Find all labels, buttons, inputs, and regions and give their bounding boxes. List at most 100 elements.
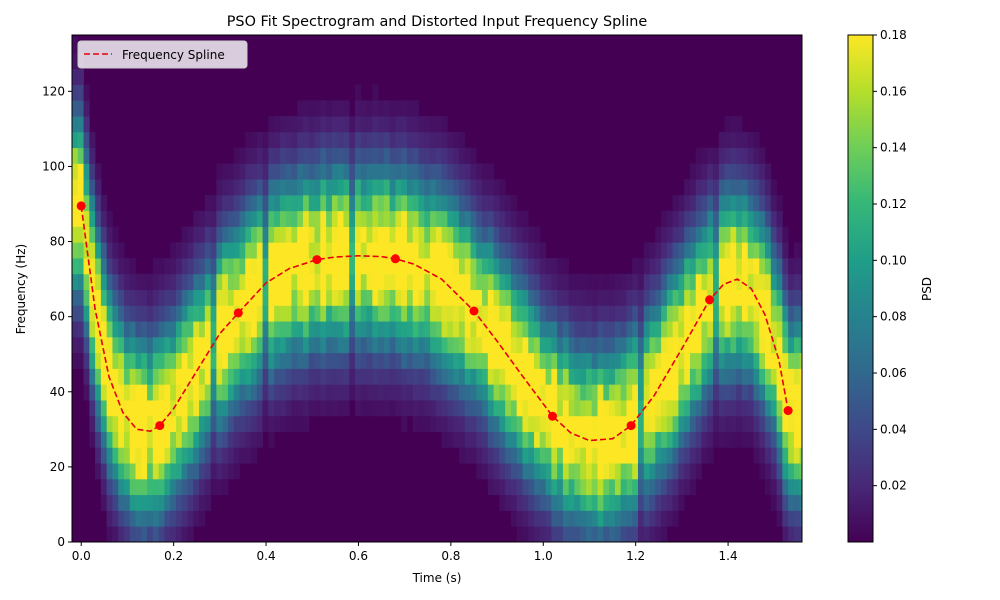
heatmap-cell: [678, 258, 685, 275]
heatmap-cell: [586, 526, 593, 542]
heatmap-cell: [470, 147, 477, 164]
heatmap-cell: [649, 400, 656, 417]
heatmap-cell: [586, 289, 593, 306]
heatmap-cell: [401, 210, 408, 227]
heatmap-cell: [499, 415, 506, 432]
heatmap-cell: [268, 179, 275, 196]
heatmap-cell: [337, 258, 344, 275]
heatmap-cell: [476, 305, 483, 322]
heatmap-cell: [303, 163, 310, 180]
heatmap-cell: [528, 273, 535, 291]
heatmap-cell: [199, 368, 206, 385]
heatmap-cell: [187, 526, 194, 542]
heatmap-cell: [701, 289, 708, 306]
heatmap-cell: [112, 273, 119, 291]
heatmap-cell: [158, 336, 165, 354]
heatmap-cell: [707, 352, 714, 369]
heatmap-cell: [464, 415, 471, 432]
heatmap-cell: [239, 321, 246, 338]
heatmap-cell: [539, 242, 546, 259]
heatmap-cell: [724, 194, 731, 212]
heatmap-cell: [753, 352, 760, 369]
heatmap-cell: [666, 226, 674, 243]
heatmap-cell: [343, 147, 350, 164]
heatmap-cell: [776, 226, 783, 243]
heatmap-cell: [239, 431, 246, 448]
heatmap-cell: [655, 242, 662, 259]
heatmap-cell: [95, 415, 102, 432]
heatmap-cell: [424, 116, 431, 133]
heatmap-cell: [458, 415, 466, 432]
heatmap-cell: [782, 510, 789, 527]
heatmap-cell: [210, 289, 217, 306]
heatmap-cell: [568, 305, 575, 322]
heatmap-cell: [759, 415, 766, 432]
heatmap-cell: [112, 368, 119, 385]
heatmap-cell: [210, 305, 217, 322]
heatmap-cell: [695, 431, 702, 448]
heatmap-cell: [487, 447, 494, 464]
heatmap-cell: [89, 289, 96, 306]
heatmap-cell: [666, 384, 674, 401]
heatmap-cell: [389, 163, 396, 180]
heatmap-cell: [499, 384, 506, 401]
heatmap-cell: [418, 273, 425, 291]
heatmap-cell: [187, 368, 194, 385]
heatmap-cell: [510, 210, 518, 227]
heatmap-cell: [378, 352, 385, 369]
heatmap-cell: [424, 163, 431, 180]
heatmap-cell: [222, 258, 229, 275]
heatmap-cell: [279, 384, 287, 401]
heatmap-cell: [193, 384, 200, 401]
heatmap-cell: [458, 431, 466, 448]
heatmap-cell: [123, 510, 131, 527]
heatmap-cell: [695, 463, 702, 480]
heatmap-cell: [372, 100, 379, 117]
heatmap-cell: [424, 415, 431, 432]
heatmap-cell: [689, 415, 697, 432]
heatmap-cell: [736, 163, 743, 180]
heatmap-cell: [326, 352, 333, 369]
heatmap-cell: [759, 289, 766, 306]
heatmap-cell: [251, 258, 258, 275]
heatmap-cell: [251, 210, 258, 227]
heatmap-cell: [135, 289, 142, 306]
heatmap-cell: [233, 179, 240, 196]
heatmap-cell: [510, 352, 518, 369]
heatmap-cell: [279, 226, 287, 243]
control-point: [783, 406, 793, 416]
heatmap-cell: [632, 368, 639, 385]
heatmap-cell: [586, 431, 593, 448]
heatmap-cell: [158, 431, 165, 448]
heatmap-cell: [152, 289, 160, 306]
heatmap-cell: [747, 163, 754, 180]
heatmap-cell: [331, 384, 339, 401]
heatmap-cell: [279, 163, 287, 180]
heatmap-cell: [123, 478, 131, 496]
heatmap-cell: [649, 305, 656, 322]
heatmap-cell: [765, 415, 772, 432]
heatmap-cell: [464, 179, 471, 196]
heatmap-cell: [793, 526, 801, 542]
heatmap-cell: [505, 368, 512, 385]
heatmap-cell: [354, 194, 362, 212]
heatmap-cell: [135, 494, 142, 511]
heatmap-cell: [435, 415, 443, 432]
heatmap-cell: [782, 526, 789, 542]
heatmap-cell: [187, 305, 194, 322]
heatmap-cell: [718, 210, 726, 227]
heatmap-cell: [701, 352, 708, 369]
heatmap-cell: [765, 163, 772, 180]
heatmap-cell: [470, 179, 477, 196]
heatmap-cell: [661, 368, 668, 385]
heatmap-cell: [77, 336, 84, 354]
heatmap-cell: [574, 384, 581, 401]
heatmap-cell: [268, 415, 275, 432]
heatmap-cell: [303, 131, 310, 149]
heatmap-cell: [245, 210, 252, 227]
heatmap-cell: [227, 384, 235, 401]
heatmap-cell: [713, 289, 720, 306]
heatmap-cell: [164, 336, 171, 354]
heatmap-cell: [222, 400, 229, 417]
heatmap-cell: [89, 400, 96, 417]
